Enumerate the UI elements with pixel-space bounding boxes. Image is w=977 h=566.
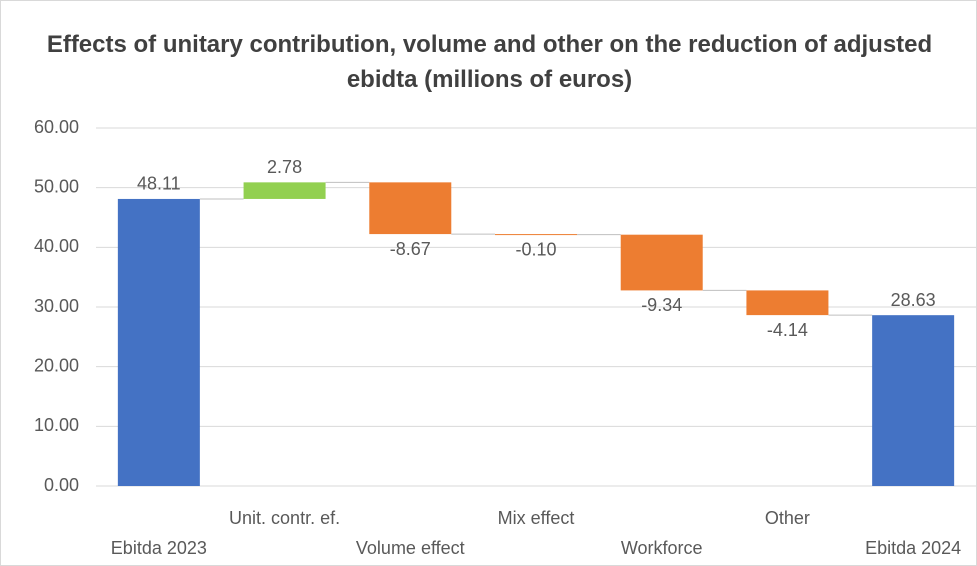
y-tick-label: 30.00 <box>34 296 79 316</box>
bar <box>872 315 955 486</box>
value-label: 48.11 <box>137 174 181 194</box>
bar <box>369 182 452 235</box>
x-tick-label: Other <box>765 508 810 528</box>
chart-title: Effects of unitary contribution, volume … <box>46 31 933 93</box>
bar <box>746 290 829 316</box>
value-label: -0.10 <box>515 239 556 259</box>
x-tick-label: Workforce <box>621 538 703 558</box>
y-tick-label: 50.00 <box>34 176 79 196</box>
x-tick-label: Volume effect <box>356 538 465 558</box>
value-label: -8.67 <box>390 239 431 259</box>
bar <box>620 234 703 291</box>
value-label: -4.14 <box>767 320 808 340</box>
x-tick-label: Ebitda 2024 <box>865 538 961 558</box>
bar <box>495 234 577 236</box>
y-tick-label: 60.00 <box>34 117 79 137</box>
x-tick-label: Ebitda 2023 <box>111 538 207 558</box>
x-tick-label: Mix effect <box>498 508 575 528</box>
y-tick-label: 40.00 <box>34 236 79 256</box>
value-label: 28.63 <box>891 290 936 310</box>
y-tick-label: 0.00 <box>44 475 79 495</box>
bar <box>117 198 200 486</box>
value-label: -9.34 <box>641 295 682 315</box>
y-tick-label: 10.00 <box>34 415 79 435</box>
y-tick-label: 20.00 <box>34 355 79 375</box>
x-tick-label: Unit. contr. ef. <box>229 508 340 528</box>
bar <box>243 182 326 199</box>
value-label: 2.78 <box>267 157 302 177</box>
